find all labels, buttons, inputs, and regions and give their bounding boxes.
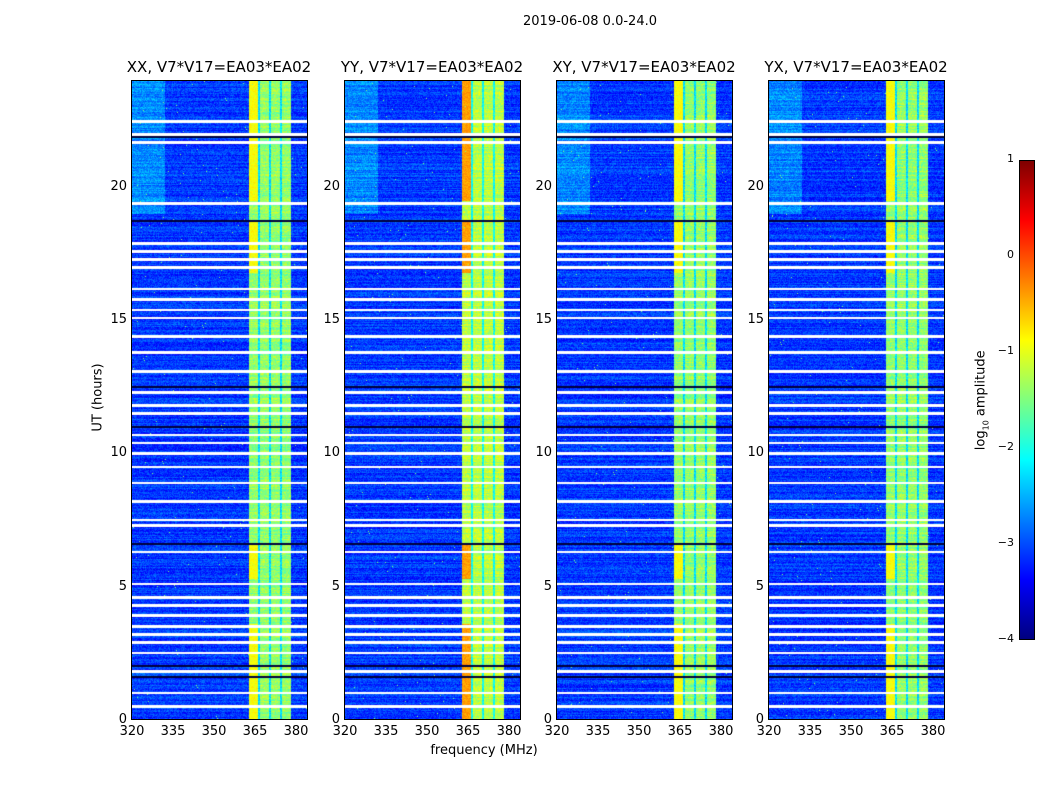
y-tick-label: 0 — [755, 712, 764, 727]
x-tick-label: 350 — [838, 724, 864, 739]
y-tick-label: 0 — [331, 712, 340, 727]
y-tick-label: 20 — [747, 178, 764, 194]
colorbar — [1019, 160, 1035, 640]
panel-title: XY, V7*V17=EA03*EA02 — [552, 58, 736, 76]
y-tick-label: 10 — [110, 445, 127, 461]
x-tick-label: 380 — [496, 724, 522, 739]
y-tick-label: 10 — [747, 445, 764, 461]
x-tick-label: 320 — [332, 724, 358, 739]
x-tick-label: 365 — [667, 724, 693, 739]
y-tick-label: 15 — [747, 312, 764, 327]
y-tick-label: 15 — [323, 312, 340, 327]
x-tick-label: 320 — [756, 724, 782, 739]
x-tick-label: 365 — [242, 724, 268, 739]
x-tick-label: 335 — [373, 724, 399, 739]
y-tick-label: 5 — [331, 578, 340, 594]
x-tick-label: 365 — [879, 724, 905, 739]
colorbar-label: log10 amplitude — [973, 350, 991, 451]
heatmap-image — [769, 81, 944, 719]
y-tick-label: 5 — [118, 578, 127, 594]
y-tick-label: 0 — [543, 712, 552, 727]
y-tick-label: 20 — [110, 178, 127, 194]
colorbar-tick-label: −3 — [997, 536, 1014, 549]
x-tick-label: 380 — [283, 724, 309, 739]
heatmap-panel — [344, 80, 521, 720]
x-axis-label: frequency (MHz) — [430, 743, 538, 758]
figure-title: 2019-06-08 0.0-24.0 — [523, 14, 657, 29]
x-tick-label: 365 — [455, 724, 481, 739]
panel-title: YY, V7*V17=EA03*EA02 — [340, 58, 524, 76]
x-tick-label: 335 — [585, 724, 611, 739]
x-tick-label: 380 — [708, 724, 734, 739]
colorbar-tick-label: −2 — [997, 440, 1014, 453]
heatmap-panel — [131, 80, 308, 720]
colorbar-tick-label: 0 — [1007, 248, 1014, 261]
y-tick-label: 0 — [118, 712, 127, 727]
y-axis-label: UT (hours) — [90, 363, 106, 432]
colorbar-tick-label: 1 — [1007, 152, 1014, 165]
heatmap-image — [345, 81, 520, 719]
y-tick-label: 5 — [755, 578, 764, 594]
heatmap-panel — [556, 80, 733, 720]
x-tick-label: 335 — [160, 724, 186, 739]
x-tick-label: 350 — [414, 724, 440, 739]
heatmap-image — [557, 81, 732, 719]
x-tick-label: 320 — [119, 724, 145, 739]
panel-title: YX, V7*V17=EA03*EA02 — [764, 58, 948, 76]
y-tick-label: 5 — [543, 578, 552, 594]
y-tick-label: 20 — [323, 178, 340, 194]
panel-title: XX, V7*V17=EA03*EA02 — [126, 58, 312, 76]
y-tick-label: 10 — [323, 445, 340, 461]
x-tick-label: 335 — [797, 724, 823, 739]
x-tick-label: 350 — [201, 724, 227, 739]
heatmap-image — [132, 81, 307, 719]
heatmap-panel — [768, 80, 945, 720]
y-tick-label: 15 — [110, 312, 127, 327]
x-tick-label: 380 — [920, 724, 946, 739]
colorbar-tick-label: −4 — [997, 632, 1014, 645]
y-tick-label: 10 — [535, 445, 552, 461]
y-tick-label: 15 — [535, 312, 552, 327]
x-tick-label: 320 — [544, 724, 570, 739]
x-tick-label: 350 — [626, 724, 652, 739]
colorbar-tick-label: −1 — [997, 344, 1014, 357]
y-tick-label: 20 — [535, 178, 552, 194]
